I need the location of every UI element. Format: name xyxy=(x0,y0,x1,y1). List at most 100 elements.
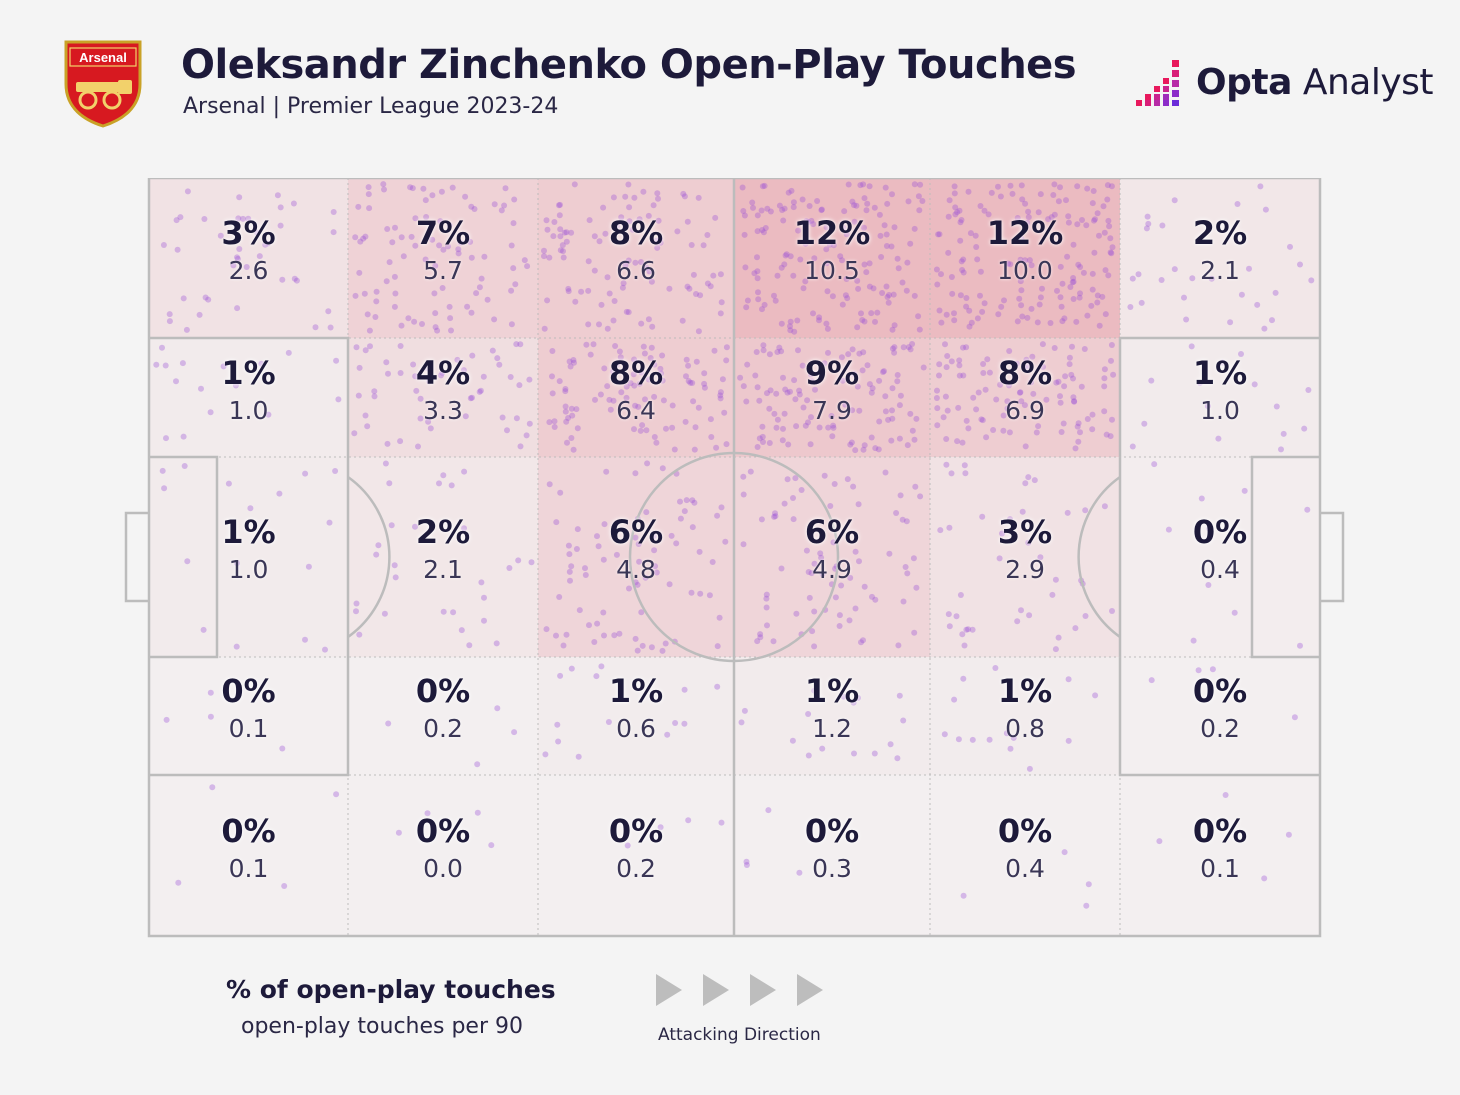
touch-dot xyxy=(830,539,837,546)
touch-dot xyxy=(207,689,214,696)
zone-pct: 0% xyxy=(1192,672,1248,710)
touch-dot xyxy=(787,327,794,334)
touch-dot xyxy=(560,642,567,649)
touch-dot xyxy=(857,182,864,189)
touch-dot xyxy=(1039,285,1045,292)
touch-dot xyxy=(397,343,404,349)
touch-dot xyxy=(631,382,638,389)
touch-dot xyxy=(1051,181,1058,188)
touch-dot xyxy=(601,521,608,528)
touch-dot xyxy=(659,647,666,654)
touch-dot xyxy=(934,387,940,394)
touch-dot xyxy=(690,271,697,278)
touch-dot xyxy=(869,385,876,392)
touch-dot xyxy=(951,310,957,317)
touch-dot xyxy=(871,204,878,211)
touch-dot xyxy=(612,343,619,349)
touch-dot xyxy=(1010,734,1017,741)
touch-dot xyxy=(632,402,639,409)
touch-dot xyxy=(1141,420,1148,427)
touch-dot xyxy=(1091,217,1097,224)
touch-dot xyxy=(445,243,451,250)
zone-pct: 8% xyxy=(608,214,664,252)
touch-dot xyxy=(571,359,577,366)
touch-dot xyxy=(849,407,856,414)
touch-dot xyxy=(398,322,405,329)
legend-rate-label: open-play touches per 90 xyxy=(241,1014,524,1039)
touch-dot xyxy=(858,639,864,646)
touch-dot xyxy=(808,217,815,224)
touch-dot xyxy=(481,594,487,601)
touch-dot xyxy=(721,409,728,416)
touch-dot xyxy=(759,423,766,430)
zone-label-r0-c5: 2% 2.1 xyxy=(1125,214,1315,287)
touch-dot xyxy=(595,543,602,550)
touch-dot xyxy=(521,257,528,264)
touch-dot xyxy=(1076,294,1083,301)
touch-dot xyxy=(1091,249,1098,256)
touch-dot xyxy=(631,356,638,363)
touch-dot xyxy=(1004,398,1011,405)
touch-dot xyxy=(1190,637,1197,644)
touch-dot xyxy=(817,550,824,557)
touch-dot xyxy=(333,791,340,798)
touch-dot xyxy=(1007,182,1014,189)
touch-dot xyxy=(824,325,831,332)
heat-cell-r1-c3 xyxy=(734,338,930,457)
touch-dot xyxy=(1215,435,1222,442)
touch-dot xyxy=(758,207,765,214)
touch-dot xyxy=(1297,642,1303,649)
zone-pct: 0% xyxy=(415,672,471,710)
touch-dot xyxy=(977,292,983,299)
touch-dot xyxy=(516,382,523,389)
touch-dot xyxy=(899,279,906,286)
touch-dot xyxy=(689,380,696,386)
zone-per90: 1.2 xyxy=(812,714,852,743)
touch-dot xyxy=(207,409,214,416)
touch-dot xyxy=(744,297,751,304)
touch-dot xyxy=(672,720,679,726)
touch-dot xyxy=(800,404,807,411)
touch-dot xyxy=(625,309,632,316)
touch-dot xyxy=(614,361,620,368)
zone-per90: 6.6 xyxy=(616,256,656,285)
touch-dot xyxy=(648,644,655,651)
touch-dot xyxy=(856,407,863,414)
touch-dot xyxy=(474,761,481,768)
touch-dot xyxy=(563,418,570,425)
touch-dot xyxy=(484,296,491,303)
touch-dot xyxy=(899,516,906,523)
touch-dot xyxy=(811,560,818,567)
zone-pct: 3% xyxy=(221,214,276,252)
touch-dot xyxy=(457,239,464,246)
touch-dot xyxy=(556,378,563,385)
right-goal xyxy=(1320,511,1345,603)
touch-dot xyxy=(585,258,592,265)
touch-dot xyxy=(276,490,283,497)
touch-dot xyxy=(863,269,870,276)
touch-dot xyxy=(277,222,284,229)
touch-dot xyxy=(662,640,669,647)
touch-dot xyxy=(707,283,714,290)
touch-dot xyxy=(823,224,830,231)
touch-dot xyxy=(681,686,688,693)
touch-dot xyxy=(951,190,958,197)
touch-dot xyxy=(496,361,503,368)
touch-dot xyxy=(209,784,216,791)
touch-dot xyxy=(679,317,686,324)
touch-dot xyxy=(383,278,390,285)
touch-dot xyxy=(1102,311,1109,318)
touch-dot xyxy=(961,642,968,649)
touch-dot xyxy=(1156,838,1163,845)
touch-dot xyxy=(849,198,856,205)
play-arrow-icon xyxy=(656,974,682,1006)
touch-dot xyxy=(704,232,711,238)
touch-dot xyxy=(351,430,358,437)
touch-dot xyxy=(356,631,363,638)
touch-dot xyxy=(582,572,589,578)
touch-dot xyxy=(974,256,981,263)
touch-dot xyxy=(357,238,364,245)
zone-pct: 9% xyxy=(804,353,860,392)
touch-dot xyxy=(767,208,774,215)
touch-dot xyxy=(1082,507,1089,514)
